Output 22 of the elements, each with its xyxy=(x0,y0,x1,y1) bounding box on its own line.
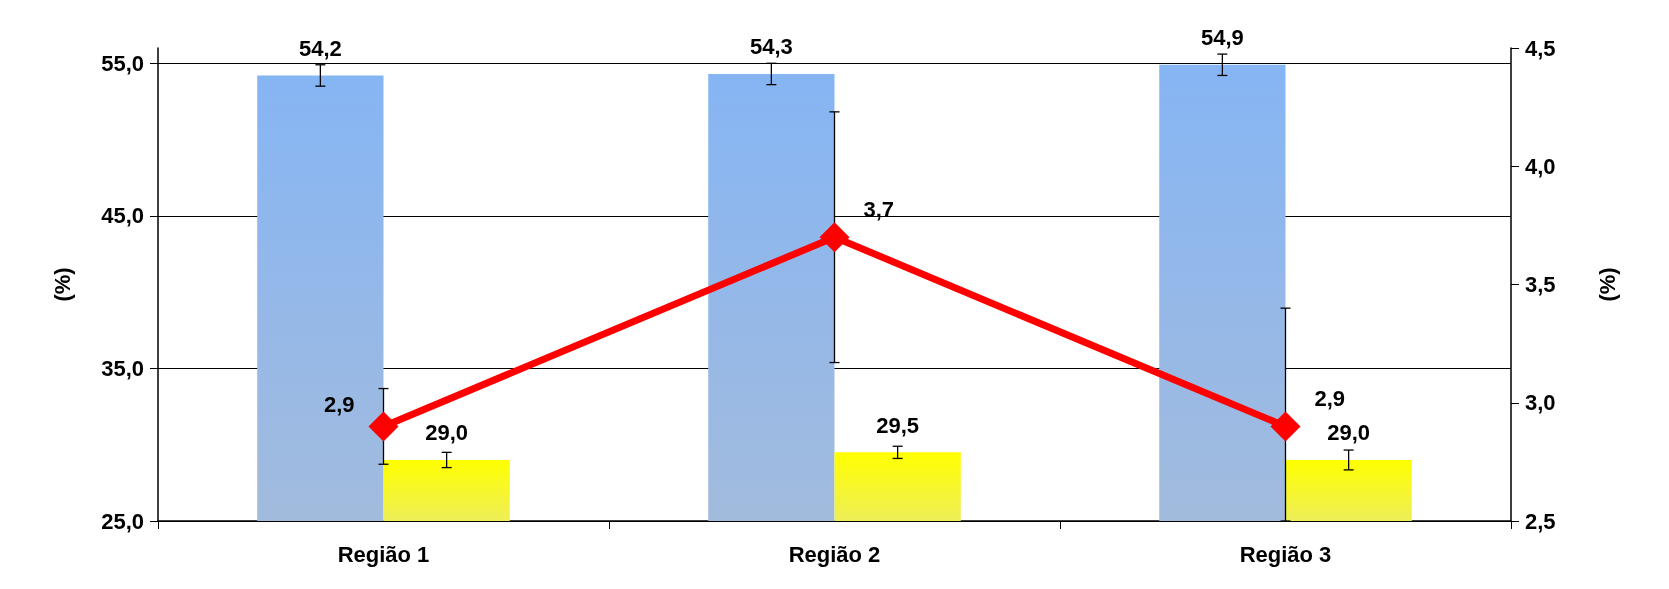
data-label: 54,2 xyxy=(298,35,342,61)
data-label: 2,9 xyxy=(1314,385,1346,411)
y-tick-label: 25,0 xyxy=(101,508,144,534)
data-label: 29,0 xyxy=(1327,420,1371,446)
y-tick-label: 45,0 xyxy=(101,203,144,229)
y2-axis-title: (%) xyxy=(1594,267,1620,302)
y2-tick-label: 3,0 xyxy=(1525,390,1556,416)
y2-tick-label: 2,5 xyxy=(1525,508,1556,534)
x-tick-label: Região 1 xyxy=(337,541,430,567)
y2-tick-label: 3,5 xyxy=(1525,272,1556,297)
x-tick-label: Região 3 xyxy=(1239,541,1332,567)
data-label: 29,0 xyxy=(425,420,469,446)
x-tick-label: Região 2 xyxy=(788,541,881,567)
data-label: 29,5 xyxy=(876,412,920,438)
y-tick-label: 35,0 xyxy=(101,355,144,381)
data-label: 54,9 xyxy=(1200,25,1244,51)
y-axis-title: (%) xyxy=(49,267,75,302)
data-label: 2,9 xyxy=(323,391,355,417)
data-label: 54,3 xyxy=(749,34,793,60)
y-tick-label: 55,0 xyxy=(101,50,144,76)
y2-tick-label: 4,0 xyxy=(1525,153,1556,179)
y2-tick-label: 4,5 xyxy=(1525,35,1556,61)
